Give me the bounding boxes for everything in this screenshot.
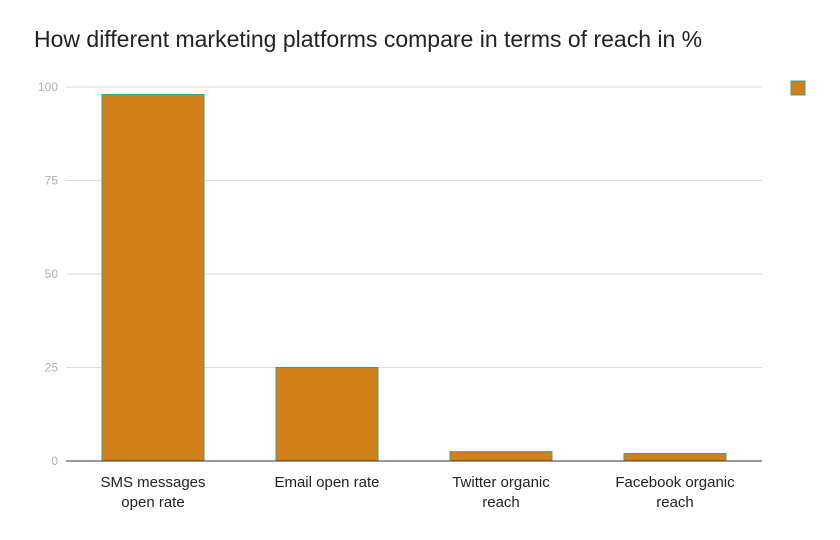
bar-2 [449,451,553,462]
x-tick-label-1-0: Email open rate [274,474,379,491]
bar-0 [101,93,205,462]
x-tick-label-0-0: SMS messages [100,474,205,491]
y-tick-label-25: 25 [45,361,59,375]
chart-title: How different marketing platforms compar… [34,26,703,52]
x-tick-label-3-0: Facebook organic [615,474,735,491]
x-tick-label-3-1: reach [656,494,694,511]
y-tick-label-75: 75 [45,174,59,188]
x-tick-label-0-1: open rate [121,494,184,511]
x-tick-label-2-0: Twitter organic [452,474,550,491]
y-tick-label-50: 50 [45,267,59,281]
x-tick-label-2-1: reach [482,494,520,511]
legend-swatch [790,80,806,96]
bar-1 [275,367,379,462]
y-tick-label-0: 0 [51,454,58,468]
bar-3 [623,453,727,462]
y-tick-label-100: 100 [38,80,58,94]
